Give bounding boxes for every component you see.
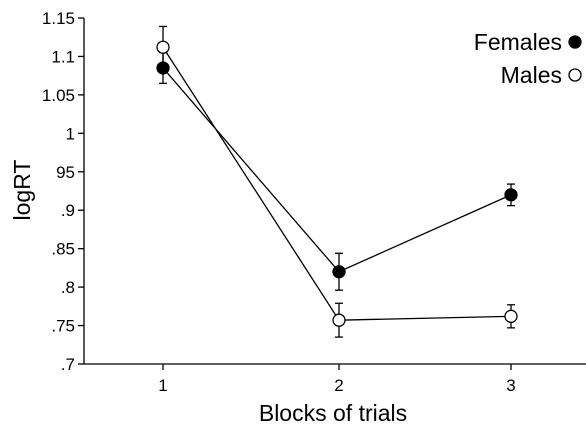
y-axis-title: logRT: [9, 160, 35, 221]
y-tick-label: 95: [56, 163, 75, 182]
y-tick-label: .7: [61, 355, 75, 374]
series-layer: [156, 25, 518, 338]
x-tick-label: 1: [158, 376, 167, 395]
legend: Females Males: [474, 29, 582, 88]
legend-label-females: Females: [474, 29, 562, 55]
legend-marker-males: [568, 68, 582, 82]
y-tick-label: 1.1: [51, 47, 75, 66]
males-data-point: [156, 40, 170, 54]
y-axis-ticks: .7 .75 .8 .85 .9 95 1 1.05 1.1 1.15: [42, 9, 84, 374]
y-tick-label: .9: [61, 201, 75, 220]
x-axis-title: Blocks of trials: [259, 400, 407, 426]
x-axis-ticks: 1 2 3: [158, 364, 516, 395]
legend-label-males: Males: [501, 62, 562, 88]
males-data-point: [332, 313, 346, 327]
y-tick-label: 1: [66, 124, 75, 143]
males-data-point: [504, 309, 518, 323]
legend-marker-females: [568, 35, 582, 49]
y-tick-label: .75: [51, 317, 75, 336]
females-data-point: [504, 188, 518, 202]
females-data-point: [332, 265, 346, 279]
y-tick-label: .8: [61, 278, 75, 297]
y-tick-label: .85: [51, 240, 75, 259]
y-tick-label: 1.15: [42, 9, 75, 28]
y-tick-label: 1.05: [42, 86, 75, 105]
x-tick-label: 3: [506, 376, 515, 395]
x-tick-label: 2: [334, 376, 343, 395]
